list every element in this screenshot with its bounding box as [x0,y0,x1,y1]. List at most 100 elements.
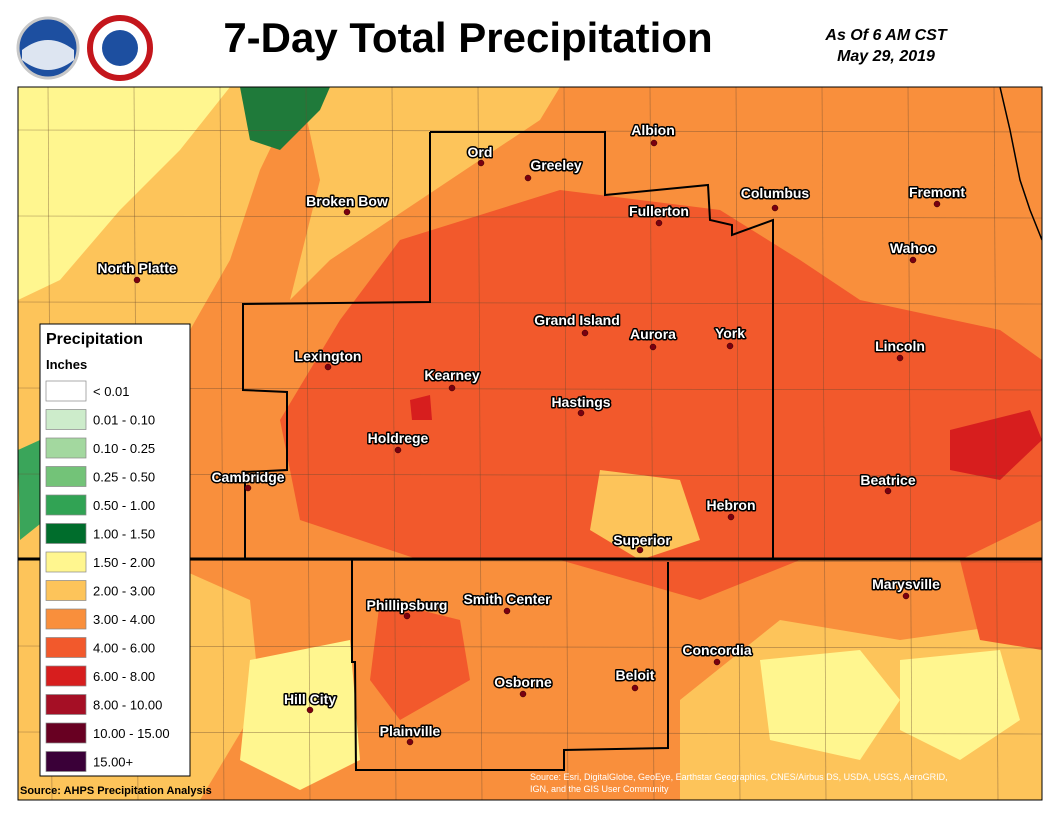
precip-area [290,87,560,300]
city-dot [631,684,639,692]
city-dot [655,219,663,227]
city-label: Broken Bow [306,193,388,209]
city-dot [727,513,735,521]
city-dot [884,487,892,495]
city-label: Wahoo [890,240,936,256]
city-dot [726,342,734,350]
city-label: Aurora [630,326,676,342]
city-label: Holdrege [368,430,429,446]
city-dot [909,256,917,264]
city-dot [713,658,721,666]
city-label: Hebron [707,497,756,513]
city-dot [406,738,414,746]
legend-label: 8.00 - 10.00 [93,698,162,713]
legend-swatch [45,637,87,658]
city-dot [650,139,658,147]
precip-area [590,470,700,560]
city-label: Cambridge [211,469,284,485]
nws-logo-center [102,30,138,66]
city-label: Lexington [295,348,362,364]
legend-label: 0.50 - 1.00 [93,498,155,513]
city-label: Greeley [530,157,582,173]
credits: IGN, and the GIS User Community [530,784,669,794]
city-label: Smith Center [463,591,551,607]
city-label: Hastings [551,394,610,410]
legend-swatch [45,608,87,630]
city-label: Fullerton [629,203,689,219]
legend-label: 15.00+ [93,755,133,770]
city-dot [306,706,314,714]
legend-items: < 0.01 0.01 - 0.10 0.10 - 0.25 0.25 - 0.50 0… [45,380,170,772]
legend-label: 2.00 - 3.00 [93,584,155,599]
precip-area [900,650,1020,760]
city-dot [771,204,779,212]
city-label: Ord [468,144,493,160]
county-line [18,301,1042,305]
region-boundary [242,132,431,558]
city-dot [343,208,351,216]
city-label: Osborne [494,674,552,690]
city-dot [577,409,585,417]
legend-title: Precipitation [46,331,143,348]
city-label: Plainville [380,723,441,739]
precip-area [960,560,1042,650]
legend-swatch [45,665,87,687]
city-label: Phillipsburg [367,597,448,613]
city-label: Kearney [424,367,479,383]
city-label: Albion [631,122,675,138]
as-of: As Of 6 AM CST [824,27,947,44]
city-dot [394,446,402,454]
city-dot [649,343,657,351]
city-label: Concordia [682,642,751,658]
legend-swatch [45,551,87,573]
legend-label: 0.01 - 0.10 [93,413,155,428]
county-line [649,87,655,800]
legend-swatch [45,722,87,744]
legend-swatch [45,523,87,544]
title: 7-Day Total Precipitation [223,14,712,61]
river [999,87,1042,241]
county-line [907,87,913,800]
county-line [391,87,397,800]
cities: Ord Greeley Albion Broken Bow Fullerton Colum… [96,121,967,746]
county-line [993,87,999,800]
county-line [305,87,311,800]
legend-swatch [45,380,87,402]
city-dot [244,484,252,492]
legend-swatch [45,694,87,715]
precip-area [240,87,330,150]
city-label: Beatrice [860,472,915,488]
city-label: Superior [613,532,671,548]
city-dot [133,276,141,284]
city-dot [581,329,589,337]
city-label: Hill City [284,691,336,707]
legend-label: 3.00 - 4.00 [93,612,155,627]
city-dot [933,200,941,208]
city-dot [448,384,456,392]
precip-area [18,87,230,300]
legend-swatch [45,437,87,459]
region-boundary [430,131,774,558]
city-label: Lincoln [875,338,925,354]
legend-label: 10.00 - 15.00 [93,726,170,741]
precip-area [410,395,432,420]
city-label: Beloit [616,667,655,683]
credits: Source: Esri, DigitalGlobe, GeoEye, Eart… [530,772,948,782]
city-label: Fremont [909,184,965,200]
county-line [821,87,827,800]
precip-area [18,440,45,540]
city-label: North Platte [97,260,177,276]
legend-label: 0.10 - 0.25 [93,441,155,456]
city-label: Marysville [872,576,940,592]
source: Source: AHPS Precipitation Analysis [20,785,212,797]
precip-area [760,650,900,760]
county-line [563,87,569,800]
county-line [477,87,483,800]
city-dot [902,592,910,600]
logos [16,15,153,81]
map-frame [17,86,1043,801]
legend-label: < 0.01 [93,384,130,399]
legend-label: 1.00 - 1.50 [93,527,155,542]
